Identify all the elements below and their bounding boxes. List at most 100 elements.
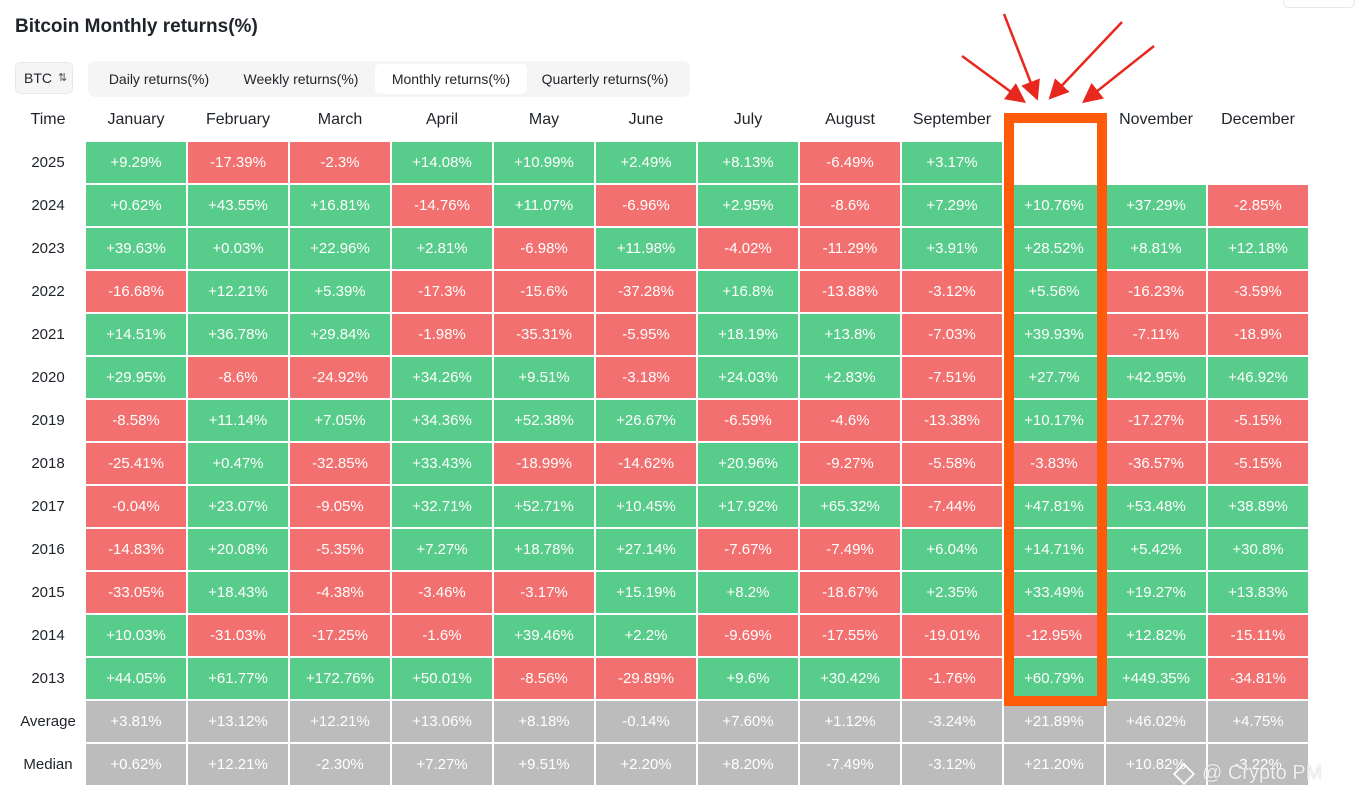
summary-cell: +3.81% (86, 701, 186, 742)
column-header-july: July (733, 111, 763, 128)
heatmap-cell: -12.95% (1004, 615, 1104, 656)
heatmap-cell: +9.29% (86, 142, 186, 183)
heatmap-cell: -6.98% (494, 228, 594, 269)
row-label-2025: 2025 (31, 154, 65, 171)
row-label-2015: 2015 (31, 584, 65, 601)
asset-selector-value: BTC (24, 70, 52, 86)
heatmap-cell: -29.89% (596, 658, 696, 699)
heatmap-cell: -1.6% (392, 615, 492, 656)
row-label-2020: 2020 (31, 369, 65, 386)
asset-selector[interactable]: BTC ⇅ (15, 62, 73, 94)
heatmap-cell: +37.29% (1106, 185, 1206, 226)
heatmap-cell: -36.57% (1106, 443, 1206, 484)
heatmap-cell: +6.04% (902, 529, 1002, 570)
row-label-2013: 2013 (31, 670, 65, 687)
heatmap-cell: +39.63% (86, 228, 186, 269)
heatmap-cell: +3.91% (902, 228, 1002, 269)
column-header-april: April (425, 111, 458, 128)
heatmap-cell: +10.99% (494, 142, 594, 183)
heatmap-cell: -5.15% (1208, 443, 1308, 484)
column-header-june: June (628, 111, 664, 128)
summary-cell: +12.21% (188, 744, 288, 785)
chevron-up-down-icon: ⇅ (58, 71, 68, 84)
tab-weekly-returns[interactable]: Weekly returns(%) (243, 71, 359, 87)
heatmap-cell: +10.17% (1004, 400, 1104, 441)
tab-monthly-returns[interactable]: Monthly returns(%) (375, 64, 527, 94)
summary-cell: +0.62% (86, 744, 186, 785)
heatmap-cell: +5.56% (1004, 271, 1104, 312)
heatmap-cell: +32.71% (392, 486, 492, 527)
summary-cell: +7.27% (392, 744, 492, 785)
row-label-average: Average (20, 713, 76, 730)
heatmap-cell: +13.83% (1208, 572, 1308, 613)
heatmap-cell: +60.79% (1004, 658, 1104, 699)
column-header-january: January (107, 111, 165, 128)
heatmap-cell: +34.26% (392, 357, 492, 398)
heatmap-cell: +449.35% (1106, 658, 1206, 699)
summary-cell: +9.51% (494, 744, 594, 785)
heatmap-cell: -8.6% (800, 185, 900, 226)
heatmap-cell: +16.81% (290, 185, 390, 226)
heatmap-cell: -15.11% (1208, 615, 1308, 656)
tab-quarterly-returns[interactable]: Quarterly returns(%) (541, 71, 669, 87)
heatmap-cell: +39.46% (494, 615, 594, 656)
heatmap-cell: -37.28% (596, 271, 696, 312)
heatmap-cell: +12.18% (1208, 228, 1308, 269)
heatmap-cell: +18.19% (698, 314, 798, 355)
column-header-february: February (205, 111, 271, 128)
column-header-may: May (528, 111, 560, 128)
heatmap-cell: +2.81% (392, 228, 492, 269)
heatmap-cell: +12.21% (188, 271, 288, 312)
heatmap-cell: +9.51% (494, 357, 594, 398)
heatmap-cell: +44.05% (86, 658, 186, 699)
heatmap-cell: -9.27% (800, 443, 900, 484)
heatmap-cell: +19.27% (1106, 572, 1206, 613)
heatmap-cell: -6.96% (596, 185, 696, 226)
heatmap-cell: -3.18% (596, 357, 696, 398)
heatmap-cell: -1.98% (392, 314, 492, 355)
heatmap-cell: +26.67% (596, 400, 696, 441)
heatmap-cell: -25.41% (86, 443, 186, 484)
tab-daily-returns[interactable]: Daily returns(%) (108, 71, 210, 87)
heatmap-cell: -4.38% (290, 572, 390, 613)
heatmap-cell: -4.02% (698, 228, 798, 269)
row-label-2021: 2021 (31, 326, 65, 343)
heatmap-cell: +39.93% (1004, 314, 1104, 355)
heatmap-cell: +43.55% (188, 185, 288, 226)
heatmap-cell: +30.42% (800, 658, 900, 699)
heatmap-cell: +0.03% (188, 228, 288, 269)
heatmap-cell: +13.8% (800, 314, 900, 355)
heatmap-cell: -14.62% (596, 443, 696, 484)
top-right-button[interactable] (1283, 0, 1355, 8)
heatmap-cell: -0.04% (86, 486, 186, 527)
heatmap-cell: +33.43% (392, 443, 492, 484)
heatmap-cell: +34.36% (392, 400, 492, 441)
heatmap-cell: +30.8% (1208, 529, 1308, 570)
heatmap-cell: -7.03% (902, 314, 1002, 355)
heatmap-cell: -11.29% (800, 228, 900, 269)
heatmap-cell: -8.56% (494, 658, 594, 699)
heatmap-cell: -15.6% (494, 271, 594, 312)
row-label-2024: 2024 (31, 197, 65, 214)
heatmap-cell: -2.3% (290, 142, 390, 183)
heatmap-cell: +28.52% (1004, 228, 1104, 269)
heatmap-cell: +18.43% (188, 572, 288, 613)
heatmap-cell: +20.08% (188, 529, 288, 570)
heatmap-cell: -7.11% (1106, 314, 1206, 355)
heatmap-cell: +17.92% (698, 486, 798, 527)
summary-cell: -3.12% (902, 744, 1002, 785)
summary-cell: -0.14% (596, 701, 696, 742)
heatmap-cell: +2.35% (902, 572, 1002, 613)
heatmap-cell: -9.05% (290, 486, 390, 527)
row-label-2016: 2016 (31, 541, 65, 558)
heatmap-cell: +14.71% (1004, 529, 1104, 570)
summary-cell: +13.12% (188, 701, 288, 742)
summary-cell: +8.20% (698, 744, 798, 785)
heatmap-cell: -8.58% (86, 400, 186, 441)
heatmap-cell: -7.44% (902, 486, 1002, 527)
heatmap-cell: +52.71% (494, 486, 594, 527)
heatmap-cell: -3.83% (1004, 443, 1104, 484)
watermark: @ Crypto PM (1172, 762, 1322, 785)
summary-cell: +2.20% (596, 744, 696, 785)
row-label-2018: 2018 (31, 455, 65, 472)
